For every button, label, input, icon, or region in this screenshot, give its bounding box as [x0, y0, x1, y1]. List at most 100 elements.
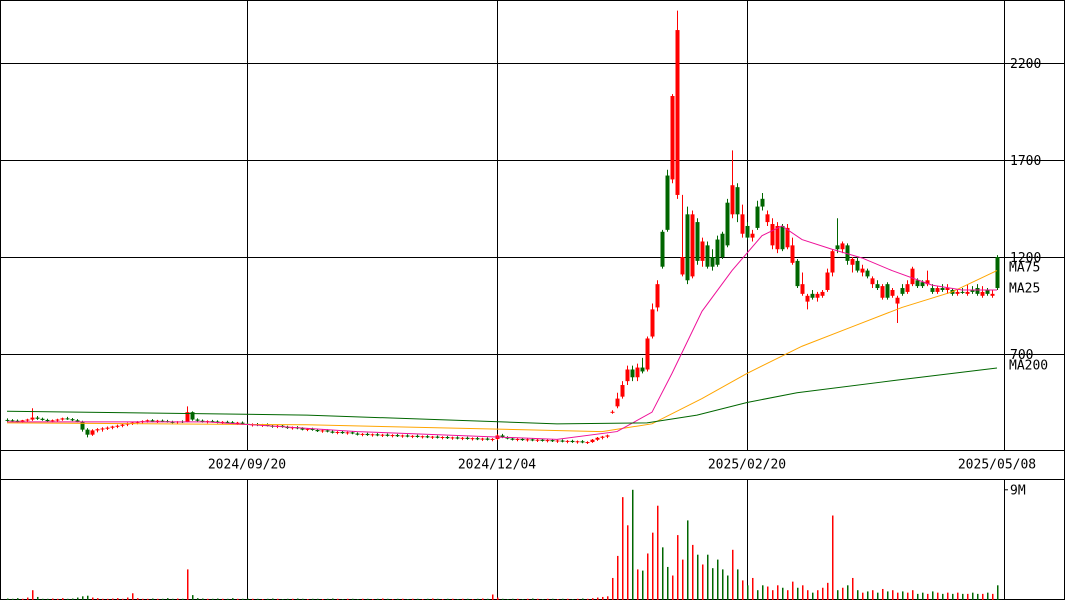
volume-bar [767, 586, 769, 600]
moving-average-line [6, 270, 998, 433]
candle-body [780, 225, 785, 250]
candle-body [565, 440, 570, 442]
volume-bar [82, 596, 84, 600]
candle-body [870, 278, 875, 285]
x-tick-label: 2024/12/04 [458, 458, 536, 473]
candle-body [690, 214, 695, 277]
candle-body [345, 432, 350, 434]
volume-bar [62, 598, 64, 600]
volume-bar [502, 598, 504, 600]
candle-body [470, 438, 475, 440]
candle-body [945, 288, 950, 290]
candle-body [70, 419, 75, 421]
volume-bar [167, 598, 169, 600]
legend-label: MA200 [1009, 359, 1048, 374]
candle-body [190, 412, 195, 420]
candle-body [210, 421, 215, 423]
candle-body [510, 438, 515, 440]
candle-body [370, 434, 375, 436]
candle-body [390, 435, 395, 437]
y-tick-label: 2200 [1010, 57, 1041, 72]
candle-body [450, 437, 455, 439]
candle-body [605, 435, 610, 437]
candle-body [710, 257, 715, 267]
y-tick-label: 700 [1010, 348, 1033, 363]
volume-bar [317, 598, 319, 600]
volume-bar [512, 598, 514, 600]
candle-body [500, 435, 505, 438]
candle-body [395, 435, 400, 437]
candle-body [635, 367, 640, 378]
candle-body [720, 233, 725, 258]
candle-body [885, 284, 890, 298]
volume-bar [642, 570, 644, 600]
x-tick-label: 2024/09/20 [208, 458, 286, 473]
volume-bar [612, 577, 614, 600]
candle-body [905, 284, 910, 292]
candle-body [875, 284, 880, 289]
candle-body [550, 440, 555, 442]
volume-bar [177, 598, 179, 600]
volume-bar [972, 592, 974, 600]
volume-bar [857, 590, 859, 600]
candle-body [330, 431, 335, 433]
volume-bar [677, 535, 679, 600]
candle-body [225, 421, 230, 423]
candle-body [75, 420, 80, 422]
volume-bar [57, 598, 59, 600]
volume-bar [92, 597, 94, 600]
volume-bar [232, 598, 234, 600]
candle-body [890, 289, 895, 296]
volume-bar [252, 598, 254, 600]
volume-bar [127, 597, 129, 600]
candle-body [150, 420, 155, 422]
candle-body [335, 431, 340, 433]
candle-body [90, 430, 95, 435]
candle-body [970, 289, 975, 292]
volume-bar [607, 596, 609, 600]
candle-body [825, 272, 830, 290]
candle-body [705, 245, 710, 267]
volume-bar [812, 592, 814, 600]
candle-body [585, 442, 590, 444]
candle-body [350, 432, 355, 434]
candle-body [200, 420, 205, 422]
volume-bar [482, 598, 484, 600]
volume-bar [732, 549, 734, 600]
volume-bar [887, 591, 889, 600]
candle-body [545, 440, 550, 442]
candle-body [485, 438, 490, 440]
volume-bar [412, 598, 414, 600]
volume-bar [32, 590, 34, 600]
candle-body [240, 422, 245, 424]
candle-body [415, 435, 420, 438]
volume-bar [137, 598, 139, 600]
candle-body [900, 288, 905, 294]
candle-body [910, 268, 915, 285]
candle-body [365, 433, 370, 436]
volume-bar [902, 591, 904, 600]
volume-bar [432, 598, 434, 600]
volume-bar [267, 598, 269, 600]
candle-body [130, 422, 135, 424]
candle-body [615, 398, 620, 407]
volume-bar [387, 598, 389, 600]
candle-body [770, 224, 775, 246]
volume-bar [827, 582, 829, 600]
candle-body [850, 258, 855, 265]
candle-body [655, 284, 660, 308]
volume-bar [72, 598, 74, 600]
volume-bar [147, 598, 149, 600]
volume-bar [122, 598, 124, 600]
candle-body [340, 431, 345, 434]
y-tick-label: 1200 [1010, 251, 1041, 266]
candle-body [80, 421, 85, 430]
candle-body [160, 420, 165, 422]
volume-bar [892, 590, 894, 600]
candle-body [310, 428, 315, 431]
volume-bar [7, 598, 9, 600]
volume-bar [777, 585, 779, 600]
candle-body [695, 222, 700, 261]
candle-body [815, 293, 820, 298]
candle-body [835, 245, 840, 250]
